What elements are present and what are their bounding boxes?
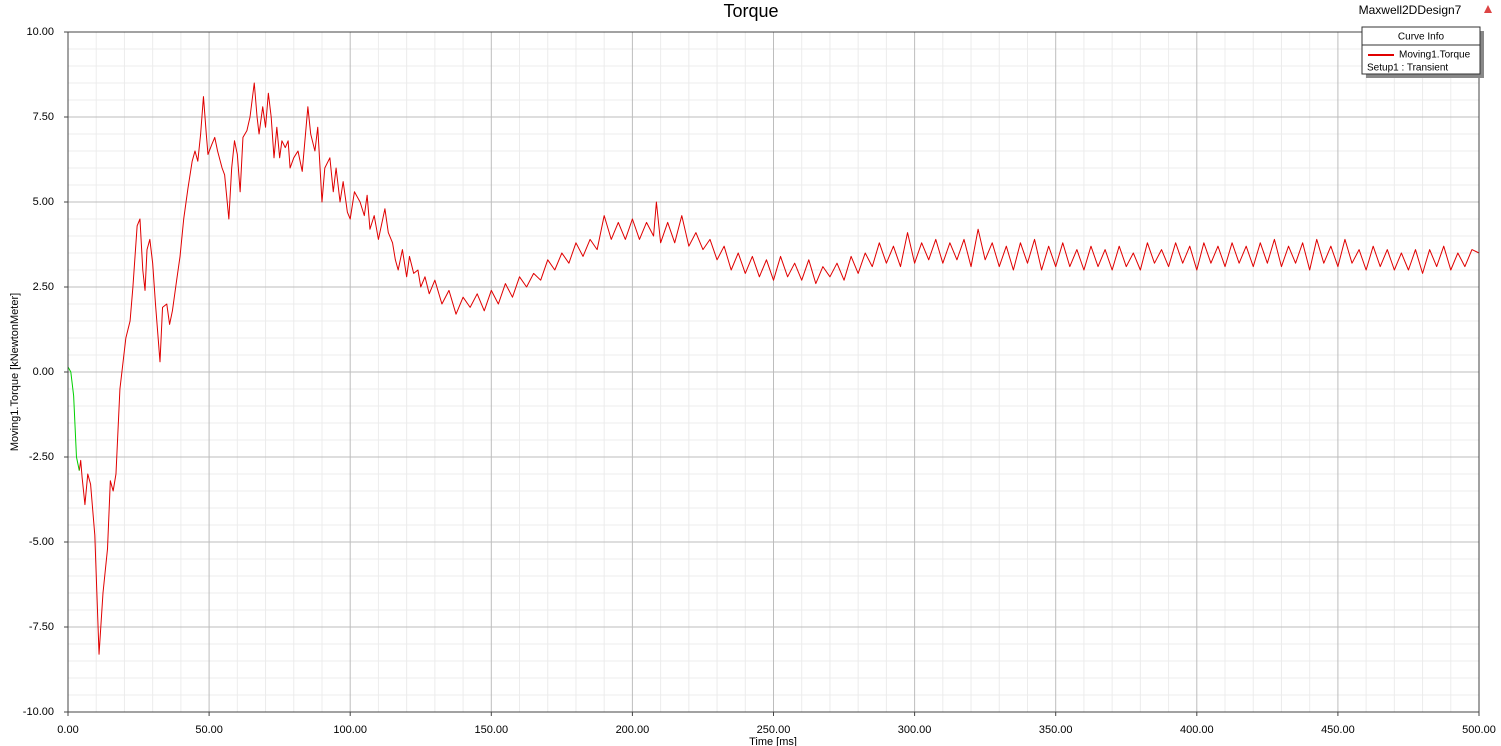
x-tick-label: 50.00 xyxy=(195,724,223,736)
chart-title: Torque xyxy=(723,1,778,21)
grid xyxy=(64,31,1480,716)
legend-entry: Moving1.Torque xyxy=(1399,50,1471,61)
legend: Curve Info Setup1 : Transient Moving1.To… xyxy=(1361,26,1484,78)
x-tick-label: 150.00 xyxy=(474,724,508,736)
x-tick-label: 100.00 xyxy=(333,724,367,736)
y-tick-label: -7.50 xyxy=(29,621,54,633)
series-line xyxy=(67,366,80,471)
x-tick-label: 300.00 xyxy=(898,724,932,736)
x-tick-label: 450.00 xyxy=(1321,724,1355,736)
x-axis-label: Time [ms] xyxy=(749,736,797,746)
plot-frame xyxy=(67,31,1480,713)
y-tick-label: 10.00 xyxy=(26,26,54,38)
y-tick-label: -10.00 xyxy=(23,706,54,718)
legend-title: Curve Info xyxy=(1398,32,1445,43)
y-tick-label: 2.50 xyxy=(33,281,54,293)
x-tick-label: 350.00 xyxy=(1039,724,1073,736)
plot-lines xyxy=(67,82,1480,655)
x-tick-label: 0.00 xyxy=(57,724,78,736)
legend-box xyxy=(1361,26,1481,75)
y-tick-label: 5.00 xyxy=(33,196,54,208)
x-tick-label: 250.00 xyxy=(757,724,791,736)
x-tick-label: 500.00 xyxy=(1462,724,1496,736)
x-tick-label: 400.00 xyxy=(1180,724,1214,736)
y-tick-label: 0.00 xyxy=(33,366,54,378)
x-tick-label: 200.00 xyxy=(616,724,650,736)
legend-subtitle: Setup1 : Transient xyxy=(1367,63,1448,74)
y-tick-label: -2.50 xyxy=(29,451,54,463)
series-line xyxy=(78,82,1480,655)
y-axis-label: Moving1.Torque [kNewtonMeter] xyxy=(9,293,21,451)
y-tick-label: 7.50 xyxy=(33,111,54,123)
design-icon xyxy=(1484,5,1492,13)
design-name: Maxwell2DDesign7 xyxy=(1359,3,1462,17)
y-tick-label: -5.00 xyxy=(29,536,54,548)
